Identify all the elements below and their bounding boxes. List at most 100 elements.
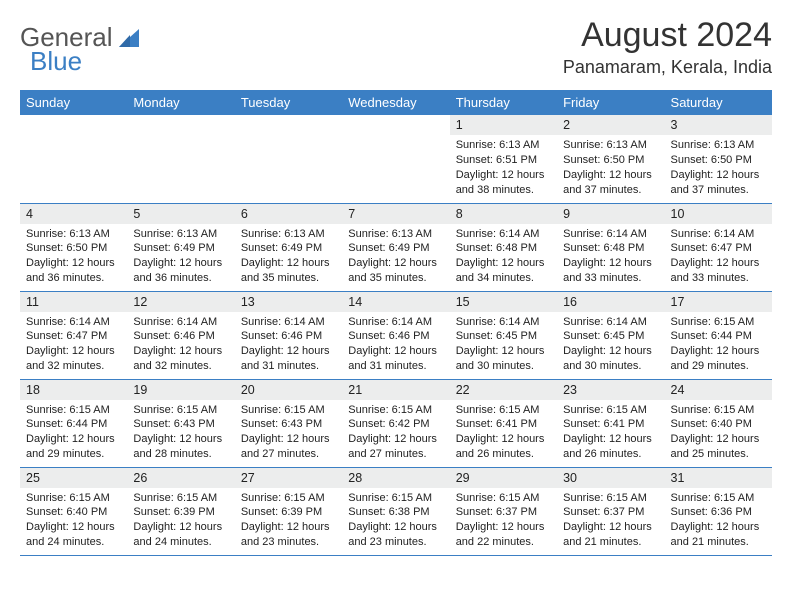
sunrise-text: Sunrise: 6:13 AM [348, 227, 443, 242]
calendar-week-row: 1Sunrise: 6:13 AMSunset: 6:51 PMDaylight… [20, 115, 772, 203]
daylight-text-2: and 29 minutes. [671, 359, 766, 374]
day-number: 14 [342, 292, 449, 312]
sunset-text: Sunset: 6:43 PM [241, 417, 336, 432]
day-details: Sunrise: 6:14 AMSunset: 6:48 PMDaylight:… [450, 224, 557, 290]
sunset-text: Sunset: 6:46 PM [241, 329, 336, 344]
daylight-text-1: Daylight: 12 hours [671, 432, 766, 447]
calendar-cell: 12Sunrise: 6:14 AMSunset: 6:46 PMDayligh… [127, 291, 234, 379]
calendar-cell: 1Sunrise: 6:13 AMSunset: 6:51 PMDaylight… [450, 115, 557, 203]
calendar-week-row: 18Sunrise: 6:15 AMSunset: 6:44 PMDayligh… [20, 379, 772, 467]
sunset-text: Sunset: 6:42 PM [348, 417, 443, 432]
sunrise-text: Sunrise: 6:14 AM [563, 315, 658, 330]
calendar-header: Sunday Monday Tuesday Wednesday Thursday… [20, 90, 772, 115]
sunset-text: Sunset: 6:50 PM [563, 153, 658, 168]
month-title: August 2024 [563, 16, 772, 55]
day-details: Sunrise: 6:14 AMSunset: 6:48 PMDaylight:… [557, 224, 664, 290]
weekday-heading: Thursday [450, 90, 557, 115]
calendar-cell [20, 115, 127, 203]
header-row: General August 2024 Panamaram, Kerala, I… [20, 16, 772, 78]
calendar-week-row: 11Sunrise: 6:14 AMSunset: 6:47 PMDayligh… [20, 291, 772, 379]
daylight-text-2: and 24 minutes. [133, 535, 228, 550]
day-details: Sunrise: 6:15 AMSunset: 6:40 PMDaylight:… [20, 488, 127, 554]
day-number: 31 [665, 468, 772, 488]
daylight-text-2: and 27 minutes. [241, 447, 336, 462]
daylight-text-2: and 35 minutes. [241, 271, 336, 286]
day-number: 10 [665, 204, 772, 224]
daylight-text-2: and 36 minutes. [26, 271, 121, 286]
day-details: Sunrise: 6:15 AMSunset: 6:41 PMDaylight:… [450, 400, 557, 466]
sunset-text: Sunset: 6:40 PM [26, 505, 121, 520]
sunrise-text: Sunrise: 6:14 AM [456, 227, 551, 242]
daylight-text-2: and 29 minutes. [26, 447, 121, 462]
sunset-text: Sunset: 6:41 PM [456, 417, 551, 432]
calendar-cell: 27Sunrise: 6:15 AMSunset: 6:39 PMDayligh… [235, 467, 342, 555]
daylight-text-2: and 38 minutes. [456, 183, 551, 198]
daylight-text-1: Daylight: 12 hours [241, 344, 336, 359]
sunrise-text: Sunrise: 6:15 AM [133, 403, 228, 418]
calendar-cell [235, 115, 342, 203]
calendar-cell: 2Sunrise: 6:13 AMSunset: 6:50 PMDaylight… [557, 115, 664, 203]
weekday-heading: Saturday [665, 90, 772, 115]
daylight-text-2: and 33 minutes. [671, 271, 766, 286]
day-details: Sunrise: 6:14 AMSunset: 6:46 PMDaylight:… [235, 312, 342, 378]
sunset-text: Sunset: 6:44 PM [26, 417, 121, 432]
daylight-text-2: and 21 minutes. [563, 535, 658, 550]
day-details: Sunrise: 6:13 AMSunset: 6:49 PMDaylight:… [342, 224, 449, 290]
day-number: 18 [20, 380, 127, 400]
sunrise-text: Sunrise: 6:13 AM [456, 138, 551, 153]
day-number: 24 [665, 380, 772, 400]
day-details: Sunrise: 6:13 AMSunset: 6:50 PMDaylight:… [20, 224, 127, 290]
day-details: Sunrise: 6:15 AMSunset: 6:40 PMDaylight:… [665, 400, 772, 466]
daylight-text-2: and 30 minutes. [563, 359, 658, 374]
sunrise-text: Sunrise: 6:15 AM [26, 403, 121, 418]
daylight-text-1: Daylight: 12 hours [26, 344, 121, 359]
sunset-text: Sunset: 6:49 PM [348, 241, 443, 256]
calendar-body: 1Sunrise: 6:13 AMSunset: 6:51 PMDaylight… [20, 115, 772, 555]
day-details: Sunrise: 6:15 AMSunset: 6:43 PMDaylight:… [235, 400, 342, 466]
day-number: 6 [235, 204, 342, 224]
calendar-cell: 13Sunrise: 6:14 AMSunset: 6:46 PMDayligh… [235, 291, 342, 379]
sunset-text: Sunset: 6:45 PM [456, 329, 551, 344]
day-number: 11 [20, 292, 127, 312]
sunset-text: Sunset: 6:46 PM [133, 329, 228, 344]
calendar-cell: 26Sunrise: 6:15 AMSunset: 6:39 PMDayligh… [127, 467, 234, 555]
day-details: Sunrise: 6:14 AMSunset: 6:45 PMDaylight:… [557, 312, 664, 378]
daylight-text-2: and 36 minutes. [133, 271, 228, 286]
calendar-week-row: 25Sunrise: 6:15 AMSunset: 6:40 PMDayligh… [20, 467, 772, 555]
day-details: Sunrise: 6:13 AMSunset: 6:50 PMDaylight:… [665, 135, 772, 201]
sunrise-text: Sunrise: 6:15 AM [133, 491, 228, 506]
calendar-cell: 30Sunrise: 6:15 AMSunset: 6:37 PMDayligh… [557, 467, 664, 555]
calendar-table: Sunday Monday Tuesday Wednesday Thursday… [20, 90, 772, 556]
daylight-text-2: and 32 minutes. [133, 359, 228, 374]
sunset-text: Sunset: 6:39 PM [133, 505, 228, 520]
calendar-cell: 5Sunrise: 6:13 AMSunset: 6:49 PMDaylight… [127, 203, 234, 291]
daylight-text-1: Daylight: 12 hours [133, 256, 228, 271]
calendar-cell: 7Sunrise: 6:13 AMSunset: 6:49 PMDaylight… [342, 203, 449, 291]
sunset-text: Sunset: 6:44 PM [671, 329, 766, 344]
daylight-text-1: Daylight: 12 hours [241, 432, 336, 447]
daylight-text-2: and 37 minutes. [563, 183, 658, 198]
daylight-text-1: Daylight: 12 hours [456, 168, 551, 183]
sunset-text: Sunset: 6:38 PM [348, 505, 443, 520]
sunset-text: Sunset: 6:48 PM [563, 241, 658, 256]
daylight-text-1: Daylight: 12 hours [348, 520, 443, 535]
daylight-text-1: Daylight: 12 hours [563, 168, 658, 183]
sunrise-text: Sunrise: 6:14 AM [348, 315, 443, 330]
calendar-cell [127, 115, 234, 203]
sunset-text: Sunset: 6:50 PM [26, 241, 121, 256]
daylight-text-2: and 25 minutes. [671, 447, 766, 462]
sunrise-text: Sunrise: 6:13 AM [26, 227, 121, 242]
daylight-text-1: Daylight: 12 hours [133, 344, 228, 359]
brand-part2: Blue [30, 46, 82, 76]
weekday-heading: Monday [127, 90, 234, 115]
weekday-row: Sunday Monday Tuesday Wednesday Thursday… [20, 90, 772, 115]
sunset-text: Sunset: 6:49 PM [133, 241, 228, 256]
daylight-text-2: and 28 minutes. [133, 447, 228, 462]
location-title: Panamaram, Kerala, India [563, 57, 772, 78]
sunset-text: Sunset: 6:40 PM [671, 417, 766, 432]
sail-icon [117, 27, 141, 49]
day-number: 2 [557, 115, 664, 135]
sunset-text: Sunset: 6:43 PM [133, 417, 228, 432]
sunrise-text: Sunrise: 6:14 AM [133, 315, 228, 330]
day-details: Sunrise: 6:15 AMSunset: 6:36 PMDaylight:… [665, 488, 772, 554]
